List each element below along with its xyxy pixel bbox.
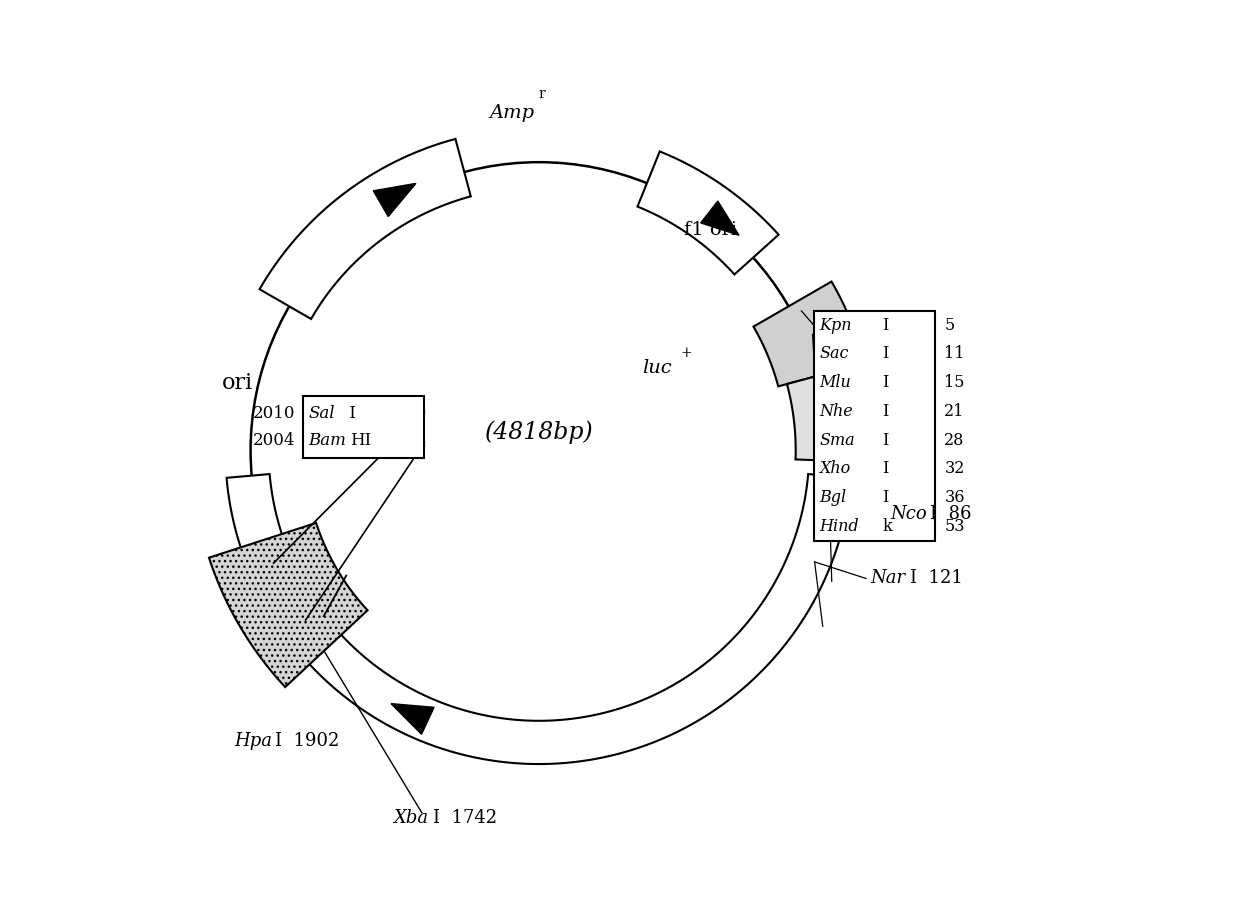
Text: (4818bp): (4818bp) xyxy=(485,421,593,444)
Polygon shape xyxy=(391,704,434,734)
Polygon shape xyxy=(701,201,739,235)
Text: I: I xyxy=(882,403,889,420)
Text: I: I xyxy=(882,345,889,362)
Text: I  1742: I 1742 xyxy=(433,809,497,827)
Text: I: I xyxy=(882,460,889,478)
Polygon shape xyxy=(373,184,415,216)
Text: I  86: I 86 xyxy=(930,505,971,523)
Text: Bam: Bam xyxy=(309,432,346,449)
Text: 32: 32 xyxy=(945,460,965,478)
Text: Hpa: Hpa xyxy=(234,732,273,750)
Text: Kpn: Kpn xyxy=(820,317,852,333)
Text: 15: 15 xyxy=(945,374,965,391)
Text: 53: 53 xyxy=(945,518,965,534)
Polygon shape xyxy=(754,281,866,387)
Text: Bgl: Bgl xyxy=(820,489,846,506)
Polygon shape xyxy=(637,151,779,275)
Text: Sma: Sma xyxy=(820,432,854,449)
Text: +: + xyxy=(681,346,692,360)
Text: 36: 36 xyxy=(945,489,965,506)
Text: I: I xyxy=(882,317,889,333)
Text: 2004: 2004 xyxy=(253,432,295,449)
Polygon shape xyxy=(787,366,868,462)
Text: 11: 11 xyxy=(945,345,965,362)
Text: I: I xyxy=(882,374,889,391)
Text: I  1902: I 1902 xyxy=(275,732,340,750)
Polygon shape xyxy=(259,139,471,319)
Text: Nhe: Nhe xyxy=(820,403,853,420)
Text: Nco: Nco xyxy=(890,505,928,523)
Text: r: r xyxy=(539,86,546,101)
Text: f1 ori: f1 ori xyxy=(683,221,737,239)
FancyBboxPatch shape xyxy=(813,311,935,541)
Text: ori: ori xyxy=(222,372,253,394)
Text: k: k xyxy=(882,518,892,534)
Text: Sac: Sac xyxy=(820,345,848,362)
Text: Amp: Amp xyxy=(490,104,534,122)
Text: 2010: 2010 xyxy=(253,405,295,422)
Text: Nar: Nar xyxy=(870,569,905,587)
Text: 5: 5 xyxy=(945,317,955,333)
FancyBboxPatch shape xyxy=(303,396,424,458)
Text: Xho: Xho xyxy=(820,460,851,478)
Text: Xba: Xba xyxy=(393,809,428,827)
Text: HI: HI xyxy=(350,432,371,449)
Text: 21: 21 xyxy=(945,403,965,420)
Text: I: I xyxy=(882,489,889,506)
Polygon shape xyxy=(227,474,852,764)
Text: 28: 28 xyxy=(945,432,965,449)
Text: luc: luc xyxy=(642,359,672,377)
Text: I  121: I 121 xyxy=(910,569,963,587)
Text: I: I xyxy=(882,432,889,449)
Text: Mlu: Mlu xyxy=(820,374,851,391)
Text: I: I xyxy=(345,405,356,422)
Text: Sal: Sal xyxy=(309,405,335,422)
Text: Hind: Hind xyxy=(820,518,859,534)
Polygon shape xyxy=(210,523,367,687)
